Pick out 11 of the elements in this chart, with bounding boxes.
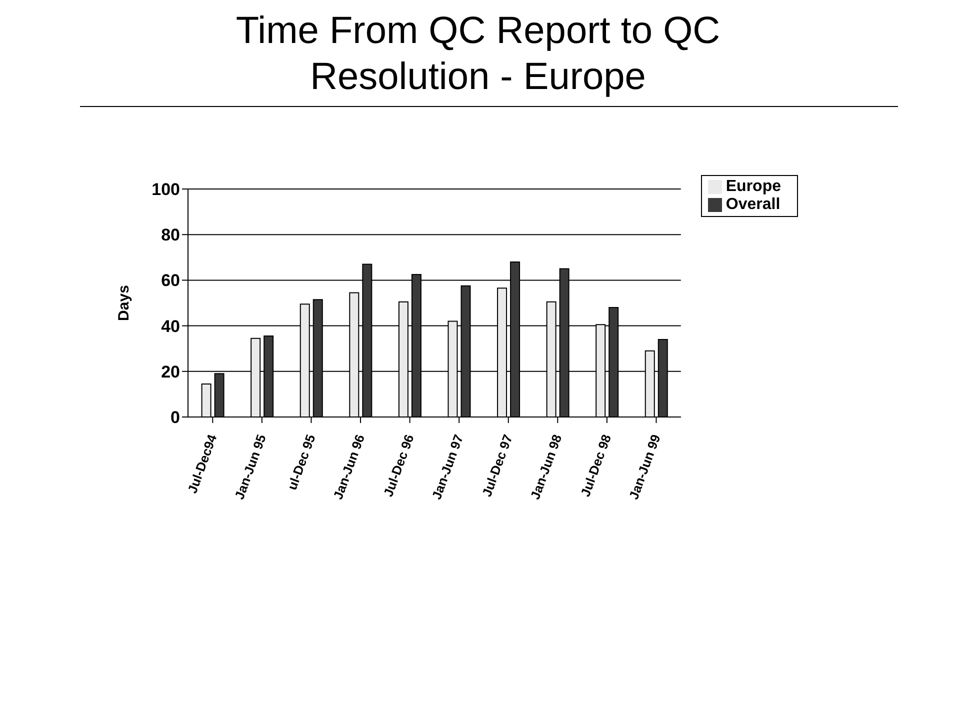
y-tick-label: 80 <box>161 226 180 245</box>
chart-title: Time From QC Report to QC Resolution - Europe <box>234 9 722 100</box>
y-tick-label: 40 <box>161 316 180 336</box>
legend-label: Overall <box>726 196 780 213</box>
y-tick-label: 20 <box>161 362 180 382</box>
x-tick-label: ul-Dec 95 <box>284 432 318 492</box>
y-tick-label: 60 <box>161 271 180 290</box>
y-tick-label: 100 <box>152 180 180 200</box>
y-tick-label: 0 <box>170 408 180 428</box>
y-axis-title: Days <box>115 285 132 321</box>
legend-label: Europe <box>726 178 781 195</box>
